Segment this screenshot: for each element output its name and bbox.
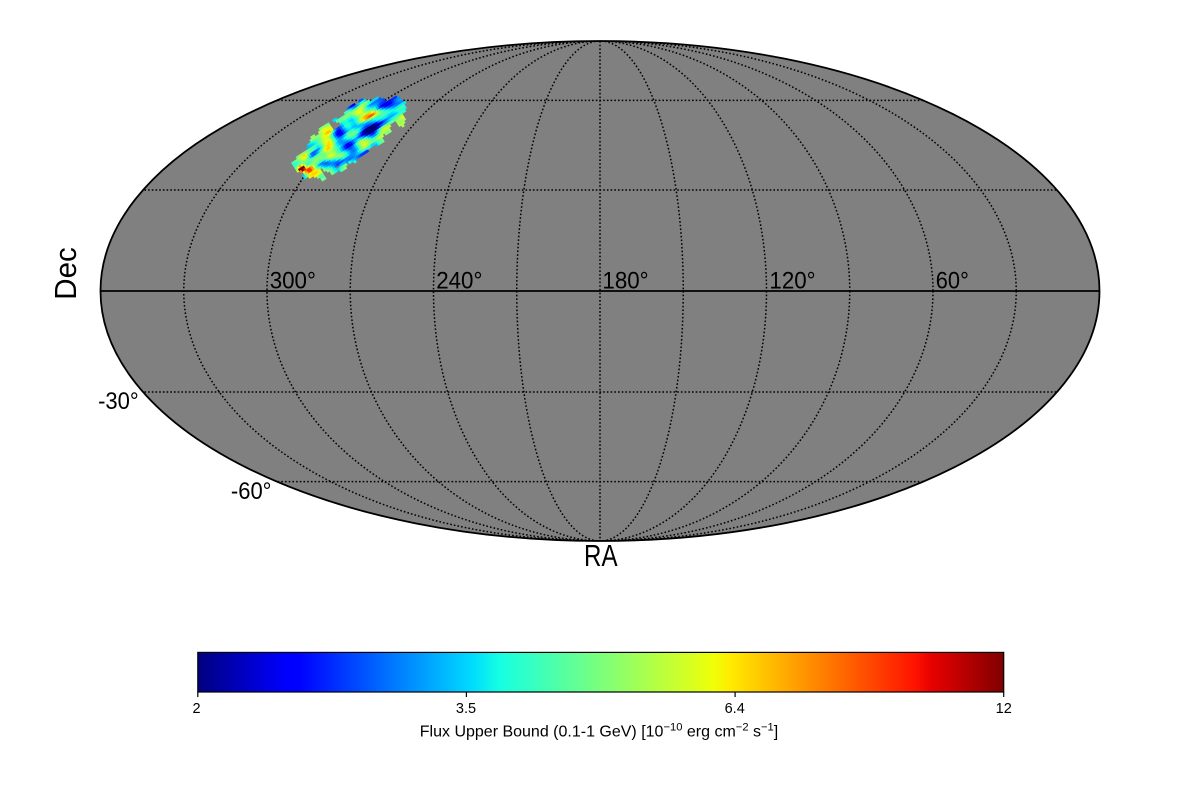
- svg-text:60°: 60°: [936, 268, 969, 295]
- svg-text:6.4: 6.4: [725, 701, 745, 717]
- svg-text:300°: 300°: [270, 268, 316, 295]
- svg-text:120°: 120°: [769, 268, 815, 295]
- svg-text:12: 12: [996, 701, 1012, 717]
- svg-text:240°: 240°: [436, 268, 482, 295]
- svg-text:-60°: -60°: [231, 478, 272, 505]
- svg-text:Dec: Dec: [48, 247, 83, 300]
- svg-text:3.5: 3.5: [456, 701, 476, 717]
- svg-text:Flux Upper Bound (0.1-1 GeV) [: Flux Upper Bound (0.1-1 GeV) [10−10 erg …: [420, 722, 778, 741]
- svg-text:180°: 180°: [602, 268, 648, 295]
- svg-text:RA: RA: [584, 538, 618, 573]
- svg-text:2: 2: [192, 701, 200, 717]
- svg-text:-30°: -30°: [98, 388, 139, 415]
